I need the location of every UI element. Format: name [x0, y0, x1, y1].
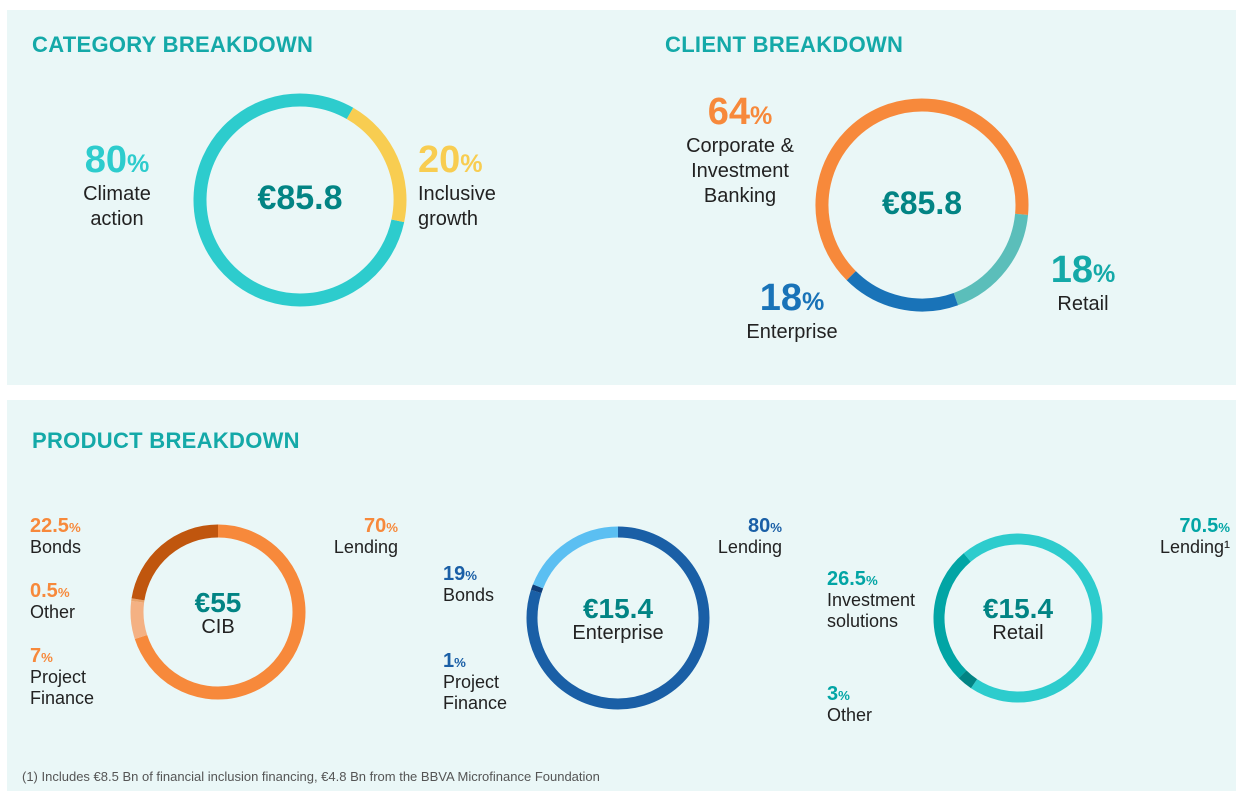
value-label: 3% — [827, 683, 850, 705]
donut-segment — [193, 93, 405, 307]
category-label: Enterprise — [746, 320, 838, 343]
section-title: CLIENT BREAKDOWN — [665, 32, 904, 57]
value-label: 7% — [30, 645, 53, 667]
category-label: Climate action — [83, 182, 151, 230]
category-label: Lending — [717, 537, 782, 557]
center: €55 CIB — [118, 588, 318, 638]
segment-label: 18% Retail — [1023, 249, 1143, 317]
segment-label: 20% Inclusive growth — [418, 139, 558, 232]
segment-label: 70% Lending — [258, 515, 398, 558]
panel — [7, 400, 1236, 791]
donut-segment — [346, 107, 407, 223]
category-label: Bonds — [443, 585, 495, 605]
segment-label: 0.5% Other — [30, 580, 120, 623]
center-value: €15.4 — [982, 593, 1054, 624]
segment-label: 22.5% Bonds — [30, 515, 120, 558]
center: €15.4 Retail — [918, 594, 1118, 644]
center-label: CIB — [201, 616, 235, 639]
value-label: 18% — [759, 277, 825, 319]
segment-label: 3% Other — [827, 683, 917, 726]
center-label: Enterprise — [572, 622, 664, 645]
category-label: Lending¹ — [1159, 537, 1230, 557]
section-title: PRODUCT BREAKDOWN — [32, 428, 300, 453]
donut-segment — [130, 601, 148, 640]
section-title: CATEGORY BREAKDOWN — [32, 32, 314, 57]
category-label: Project Finance — [443, 672, 508, 713]
category-label: Other — [827, 705, 873, 725]
segment-label: 18% Enterprise — [712, 277, 872, 345]
segment-label: 26.5% Investment solutions — [827, 568, 947, 631]
category-label: Other — [30, 602, 76, 622]
center-value: €55 — [194, 587, 242, 618]
value-label: 64% — [707, 91, 773, 133]
segment-label: 80% Climate action — [57, 139, 177, 232]
segment-label: 1% Project Finance — [443, 650, 533, 713]
value-label: 26.5% — [827, 568, 878, 590]
donut-segment — [963, 533, 1103, 703]
value-label: 19% — [443, 563, 477, 585]
value-label: 70% — [364, 515, 398, 537]
segment-label: 64% Corporate & Investment Banking — [660, 91, 820, 209]
segment-label: 80% Lending — [642, 515, 782, 558]
category-label: Lending — [333, 537, 398, 557]
donut-segment — [532, 526, 619, 589]
center-value: €85.8 — [257, 179, 343, 218]
donut-segment — [526, 526, 710, 710]
donut-segment — [815, 98, 1029, 281]
category-label: Corporate & Investment Banking — [686, 134, 794, 207]
donut-segment — [530, 584, 544, 594]
value-label: 18% — [1050, 249, 1116, 291]
value-label: 70.5% — [1179, 515, 1230, 537]
value-label: 80% — [748, 515, 782, 537]
category-label: Project Finance — [30, 667, 95, 708]
center: €85.8 — [822, 187, 1022, 221]
value-label: 80% — [84, 139, 150, 181]
category-label: Investment solutions — [827, 590, 916, 631]
value-label: 20% — [418, 139, 483, 181]
footnote: (1) Includes €8.5 Bn of financial inclus… — [22, 769, 600, 784]
panel — [7, 10, 1236, 385]
center: €15.4 Enterprise — [518, 594, 718, 644]
category-label: Bonds — [30, 537, 82, 557]
value-label: 1% — [443, 650, 466, 672]
center-label: Retail — [992, 622, 1044, 645]
category-label: Retail — [1057, 292, 1109, 315]
value-label: 22.5% — [30, 515, 81, 537]
center-value: €15.4 — [582, 593, 654, 624]
donut-segment — [846, 271, 959, 312]
segment-label: 70.5% Lending¹ — [1090, 515, 1230, 558]
segment-label: 7% Project Finance — [30, 645, 120, 708]
center-value: €85.8 — [881, 185, 963, 222]
category-label: Inclusive growth — [418, 182, 496, 230]
donut-segment — [958, 670, 978, 689]
donut-segment — [134, 524, 306, 700]
segment-label: 19% Bonds — [443, 563, 533, 606]
value-label: 0.5% — [30, 580, 70, 602]
donut-segment — [953, 213, 1029, 306]
center: €85.8 — [200, 181, 400, 217]
donut-segment — [131, 524, 219, 601]
donut-segment — [933, 553, 971, 679]
